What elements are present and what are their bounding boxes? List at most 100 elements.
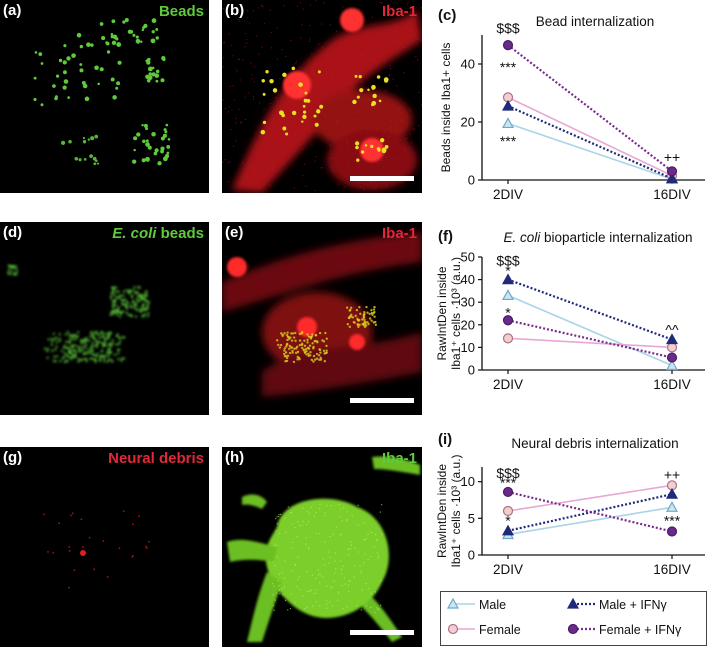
panel-label-h: (h) [225, 449, 245, 466]
scale-bar [350, 398, 414, 403]
y-tick-label: 0 [468, 173, 475, 188]
series-line-male [507, 122, 673, 180]
data-point-male-ifn- [501, 99, 515, 111]
scale-bar [350, 630, 414, 635]
y-axis-label-i: Iba1⁺ cells ·10³ (a.u.) [449, 454, 463, 567]
y-tick-label: 40 [461, 272, 475, 287]
y-tick-label: 0 [468, 548, 475, 563]
triangle-icon [566, 597, 580, 609]
significance-annotation: * [505, 304, 511, 320]
data-point-female-ifn- [666, 352, 678, 363]
micrograph-b-image [222, 0, 422, 193]
micrograph-h-image [227, 456, 420, 642]
micrograph-g: (g) Neural debris [0, 447, 209, 647]
series-line-female-ifn- [507, 490, 673, 533]
data-point-female-ifn- [502, 486, 514, 498]
micrograph-a: (a) Beads [0, 0, 209, 193]
panel-label-b: (b) [225, 2, 245, 19]
significance-annotation: $$$ [496, 252, 520, 268]
panel-title-a: Beads [158, 3, 204, 20]
series-line-female [507, 96, 673, 177]
series-line-male-ifn- [507, 105, 673, 180]
chart-c-bead-internalization: (c) Bead internalization Beads inside Iba1… [438, 7, 705, 202]
panel-title-g: Neural debris [108, 450, 204, 467]
triangle-icon [446, 597, 460, 609]
data-point-male [501, 289, 515, 301]
series-line-female-ifn- [507, 44, 673, 173]
significance-annotation: $$$ [496, 465, 520, 481]
panel-label-a: (a) [3, 2, 22, 19]
chart-title-f: E. coli bioparticle internalization [503, 230, 692, 245]
y-axis-label-f: Iba1⁺ cells ·10³ (a.u.) [449, 257, 463, 370]
micrograph-d-image [7, 264, 151, 364]
chart-title-i: Neural debris internalization [511, 436, 678, 451]
y-tick-label: 20 [461, 115, 475, 130]
data-point-male-ifn- [501, 273, 515, 285]
data-point-female-ifn- [502, 315, 514, 326]
significance-annotation: ++ [664, 149, 680, 165]
y-axis-label-i: RawIntDen inside [435, 464, 449, 558]
data-point-female-ifn- [502, 40, 514, 51]
micrograph-g-image [43, 510, 150, 589]
micrograph-b: (b) Iba-1 [222, 0, 422, 193]
series-line-male-ifn- [507, 278, 673, 341]
significance-annotation: ^^ [665, 321, 679, 337]
significance-annotation: ++ [664, 466, 680, 482]
data-point-male-ifn- [665, 487, 679, 499]
significance-annotation: *** [500, 133, 517, 149]
series-line-female [507, 484, 673, 512]
chart-title-c: Bead internalization [536, 14, 655, 29]
x-tick-label-16div: 16DIV [653, 377, 691, 392]
panel-label-e: (e) [225, 224, 244, 241]
circle-icon [447, 623, 459, 635]
data-point-male-ifn- [501, 524, 515, 536]
data-point-male [665, 501, 679, 512]
significance-annotation: *** [500, 474, 517, 490]
significance-annotation: * [505, 263, 511, 279]
significance-annotation: *** [664, 513, 681, 529]
panel-label-g: (g) [3, 449, 23, 466]
chart-f-ecoli-internalization: (f) E. coli bioparticle internalization Ra… [435, 228, 705, 392]
panel-title-b: Iba-1 [381, 3, 417, 20]
data-point-male [665, 359, 679, 371]
y-tick-label: 10 [461, 474, 475, 489]
micrograph-h: (h) Iba-1 [222, 447, 422, 647]
data-point-male-ifn- [665, 172, 679, 184]
significance-annotation: $$$ [496, 20, 520, 36]
x-tick-label-2div: 2DIV [493, 562, 523, 577]
panel-title-e: Iba-1 [381, 225, 417, 242]
series-line-female-ifn- [507, 319, 673, 359]
data-point-female [666, 342, 678, 353]
legend-item-male: Male [479, 598, 507, 612]
panel-title-h: Iba-1 [381, 450, 417, 467]
data-point-male [501, 117, 515, 129]
significance-annotation: *** [500, 59, 517, 75]
data-point-female [502, 333, 514, 344]
chart-label-c: (c) [438, 7, 456, 24]
y-tick-label: 20 [461, 317, 475, 332]
panel-title-d: E. coli beads [112, 225, 204, 242]
data-point-female-ifn- [666, 166, 678, 177]
y-tick-label: 40 [461, 57, 475, 72]
y-tick-label: 0 [468, 363, 475, 378]
chart-label-f: (f) [438, 228, 453, 245]
data-point-female-ifn- [666, 526, 678, 537]
micrograph-e: (e) Iba-1 [222, 222, 422, 415]
micrograph-e-image [222, 232, 422, 397]
panel-label-d: (d) [3, 224, 23, 241]
chart-label-i: (i) [438, 432, 452, 448]
series-line-male [507, 506, 673, 536]
y-axis-label-c: Beads inside Iba1+ cells [439, 43, 453, 173]
x-tick-label-2div: 2DIV [493, 377, 523, 392]
circle-icon [567, 623, 579, 635]
data-point-male-ifn- [665, 333, 679, 345]
x-tick-label-16div: 16DIV [653, 187, 691, 202]
micrograph-a-image [33, 17, 171, 166]
legend-item-female: Female [479, 623, 521, 637]
x-tick-label-16div: 16DIV [653, 562, 691, 577]
panel-title-italic: E. coli [112, 225, 157, 242]
legend-item-female-ifn: Female + IFNγ [599, 623, 682, 637]
data-point-female [502, 505, 514, 517]
y-tick-label: 10 [461, 340, 475, 355]
legend-item-male-ifn: Male + IFNγ [599, 598, 667, 612]
